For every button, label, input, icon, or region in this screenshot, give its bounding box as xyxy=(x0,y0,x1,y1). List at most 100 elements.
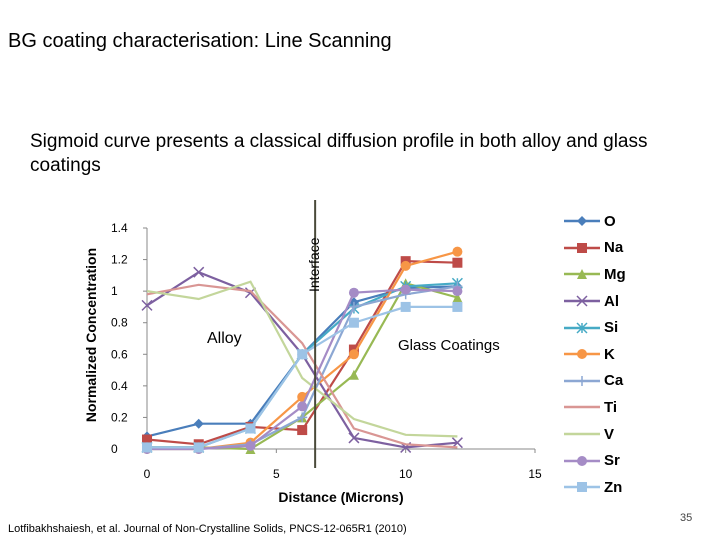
data-point-zn xyxy=(348,317,359,328)
legend-label: Sr xyxy=(604,452,620,470)
y-tick-label: 0.6 xyxy=(111,347,128,361)
series-line-ti xyxy=(146,283,458,449)
legend-marker-ca xyxy=(577,375,587,386)
series-al xyxy=(141,266,463,453)
y-tick-label: 0.8 xyxy=(111,316,128,330)
legend-item-o: O xyxy=(562,208,712,235)
data-point-na xyxy=(297,425,308,436)
legend-swatch-mg xyxy=(564,269,600,280)
legend-item-mg: Mg xyxy=(562,261,712,288)
legend-label: V xyxy=(604,425,615,443)
y-tick-label: 1.2 xyxy=(111,253,128,267)
legend-marker-na xyxy=(577,242,587,253)
legend-marker-zn xyxy=(577,482,587,493)
legend-label: Mg xyxy=(604,265,626,283)
legend-swatch-zn xyxy=(564,482,600,493)
data-point-k xyxy=(400,260,411,271)
legend-marker-k xyxy=(577,349,587,360)
y-tick-label: 0.2 xyxy=(111,410,128,424)
citation: Lotfibakhshaiesh, et al. Journal of Non-… xyxy=(8,523,407,535)
legend-item-k: K xyxy=(562,341,712,368)
data-point-sr xyxy=(400,284,411,295)
data-point-mg xyxy=(348,369,359,380)
legend-item-zn: Zn xyxy=(562,474,712,501)
legend-marker-sr xyxy=(577,455,587,466)
series-line-v xyxy=(146,280,458,438)
legend-item-ti: Ti xyxy=(562,394,712,421)
data-point-sr xyxy=(452,286,463,297)
y-tick-label: 1.4 xyxy=(111,221,128,235)
y-axis-label: Normalized Concentration xyxy=(83,248,99,422)
legend-marker-al xyxy=(576,295,588,307)
legend-item-na: Na xyxy=(562,235,712,262)
legend-marker-si xyxy=(576,322,588,334)
data-point-zn xyxy=(297,349,308,360)
page-number: 35 xyxy=(680,512,693,524)
legend-label: Na xyxy=(604,239,624,257)
legend-swatch-o xyxy=(564,216,600,227)
legend-label: Al xyxy=(604,292,619,310)
y-tick-labels: 0 0.2 0.4 0.6 0.8 1 1.2 1.4 xyxy=(111,221,147,456)
x-tick-labels: 0 5 10 15 xyxy=(144,449,542,481)
legend-label: Si xyxy=(604,319,619,337)
x-tick-label: 5 xyxy=(273,467,280,481)
slide-title: BG coating characterisation: Line Scanni… xyxy=(8,30,392,52)
legend-label: Ca xyxy=(604,372,624,390)
data-point-na xyxy=(142,434,152,445)
legend-marker-o xyxy=(577,216,587,227)
data-point-sr xyxy=(297,401,308,412)
legend-label: Ti xyxy=(604,398,618,416)
legend-swatch-k xyxy=(564,349,600,360)
legend-label: O xyxy=(604,212,616,230)
data-point-sr xyxy=(348,287,359,298)
data-point-o xyxy=(193,418,204,429)
data-point-al xyxy=(193,266,205,278)
chart-legend: O Na Mg Al Si K Ca Ti V Sr Zn xyxy=(562,208,712,501)
data-point-k xyxy=(452,246,463,257)
legend-swatch-ti xyxy=(564,406,600,409)
legend-swatch-ca xyxy=(564,375,600,386)
legend-swatch-al xyxy=(564,295,600,307)
data-point-al xyxy=(141,299,153,311)
y-tick-label: 0 xyxy=(111,442,118,456)
chart-series xyxy=(141,246,463,454)
data-point-ca xyxy=(297,412,308,423)
x-tick-label: 10 xyxy=(399,467,413,481)
legend-swatch-na xyxy=(564,242,600,253)
legend-item-ca: Ca xyxy=(562,368,712,395)
data-point-zn xyxy=(193,442,204,453)
legend-swatch-si xyxy=(564,322,600,334)
y-tick-label: 1 xyxy=(111,284,118,298)
data-point-al xyxy=(348,432,360,444)
legend-swatch-sr xyxy=(564,455,600,466)
data-point-na xyxy=(452,257,463,268)
legend-marker-mg xyxy=(577,269,587,280)
legend-item-sr: Sr xyxy=(562,447,712,474)
data-point-al xyxy=(451,437,463,449)
legend-label: K xyxy=(604,345,615,363)
data-point-mg xyxy=(452,292,463,303)
legend-item-si: Si xyxy=(562,314,712,341)
x-tick-label: 0 xyxy=(144,467,151,481)
y-tick-label: 0.4 xyxy=(111,379,128,393)
series-ti xyxy=(146,283,458,449)
series-zn xyxy=(142,301,463,453)
data-point-sr xyxy=(245,440,256,451)
slide-subtitle: Sigmoid curve presents a classical diffu… xyxy=(30,131,648,176)
interface-label: Interface xyxy=(306,237,322,292)
legend-item-v: V xyxy=(562,421,712,448)
data-point-k xyxy=(348,349,359,360)
series-v xyxy=(146,280,458,438)
legend-item-al: Al xyxy=(562,288,712,315)
x-tick-label: 15 xyxy=(528,467,542,481)
data-point-ca xyxy=(348,301,359,312)
glass-coatings-label: Glass Coatings xyxy=(398,337,500,354)
data-point-zn xyxy=(245,423,256,434)
data-point-zn xyxy=(400,301,411,312)
x-axis-label: Distance (Microns) xyxy=(278,489,403,505)
data-point-zn xyxy=(142,442,152,453)
legend-label: Zn xyxy=(604,478,623,496)
legend-swatch-v xyxy=(564,432,600,436)
data-point-zn xyxy=(452,301,463,312)
